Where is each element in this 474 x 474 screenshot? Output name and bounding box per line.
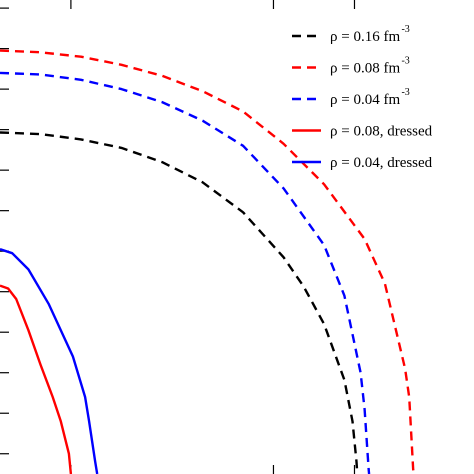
series-line-3 — [0, 71, 371, 474]
legend: ρ = 0.16 fm -3ρ = 0.08 fm -3ρ = 0.04 fm -3ρ… — [292, 24, 433, 171]
legend-label-5: ρ = 0.04, dressed — [330, 155, 433, 171]
series-group — [0, 49, 415, 474]
series-line-5 — [0, 248, 99, 474]
legend-label-superscript-2: -3 — [401, 56, 409, 67]
legend-label-3: ρ = 0.04 fm — [330, 92, 400, 108]
legend-label-4: ρ = 0.08, dressed — [330, 124, 433, 140]
legend-label-superscript-3: -3 — [401, 87, 409, 98]
series-line-2 — [0, 49, 415, 474]
series-line-4 — [0, 284, 73, 474]
legend-label-1: ρ = 0.16 fm — [330, 29, 400, 45]
series-line-1 — [0, 131, 359, 474]
legend-label-2: ρ = 0.08 fm — [330, 61, 400, 77]
legend-label-superscript-1: -3 — [401, 24, 409, 35]
